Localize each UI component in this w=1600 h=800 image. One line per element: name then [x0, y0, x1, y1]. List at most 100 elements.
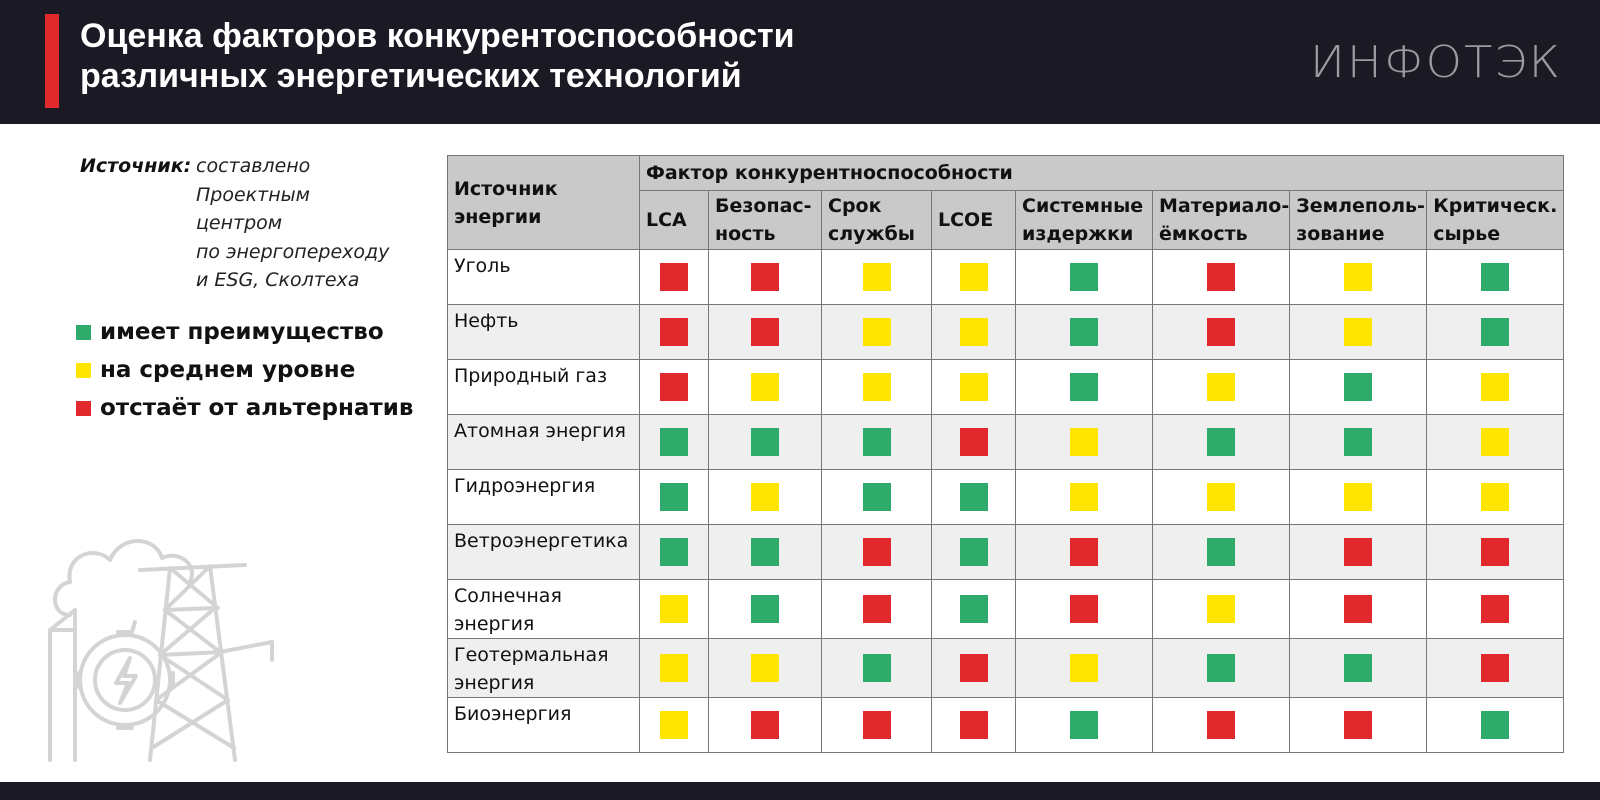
rating-square: [1344, 263, 1373, 291]
source-label: Источник:: [80, 155, 192, 177]
rating-cell: [639, 414, 709, 470]
rating-square: [1207, 373, 1236, 401]
rating-cell: [821, 697, 932, 753]
rating-square: [862, 595, 891, 623]
legend: имеет преимущество на среднем уровне отста…: [76, 313, 413, 427]
table-row: Природный газ: [447, 359, 1565, 415]
rating-square: [1481, 654, 1510, 682]
rating-cell: [708, 524, 822, 580]
rating-square: [1481, 373, 1510, 401]
legend-label: на среднем уровне: [100, 357, 356, 383]
rating-square: [1481, 263, 1510, 291]
pylon: [138, 563, 274, 762]
rating-square: [862, 483, 891, 511]
rating-cell: [1289, 414, 1428, 470]
rating-square: [959, 428, 988, 456]
rating-cell: [1151, 697, 1291, 753]
rating-square: [862, 654, 891, 682]
rating-square: [751, 654, 779, 682]
row-name: Ветроэнергетика: [447, 524, 640, 580]
rating-square: [1070, 318, 1098, 346]
rating-cell: [821, 579, 932, 639]
rating-cell: [708, 697, 822, 753]
table-row: Атомная энергия: [447, 414, 1565, 470]
rating-square: [1207, 428, 1236, 456]
rating-cell: [1015, 697, 1153, 753]
rating-cell: [1426, 469, 1565, 525]
rating-cell: [931, 414, 1016, 470]
rating-square: [862, 428, 891, 456]
rating-cell: [931, 249, 1016, 305]
footer-band: [0, 782, 1600, 800]
table-row: Уголь: [447, 249, 1565, 305]
rating-cell: [1289, 697, 1428, 753]
rating-square: [1344, 318, 1373, 346]
rating-cell: [639, 359, 709, 415]
row-name: Биоэнергия: [447, 697, 640, 753]
row-name: Атомная энергия: [447, 414, 640, 470]
rating-square: [660, 654, 688, 682]
row-name: Солнечная энергия: [447, 579, 640, 639]
header-row: Источник энергии Фактор конкурентноспосо…: [447, 155, 1565, 250]
title: Оценка факторов конкурентоспособности ра…: [80, 17, 795, 95]
rating-square: [1481, 318, 1510, 346]
rating-cell: [1426, 697, 1565, 753]
rating-square: [1070, 373, 1098, 401]
rating-cell: [1015, 524, 1153, 580]
rating-cell: [1151, 524, 1291, 580]
rating-square: [862, 263, 891, 291]
rating-square: [751, 318, 779, 346]
rating-cell: [639, 249, 709, 305]
rating-square: [660, 711, 688, 739]
rating-square: [1207, 318, 1236, 346]
rating-square: [1481, 483, 1510, 511]
rating-cell: [1289, 638, 1428, 698]
rating-cell: [1015, 249, 1153, 305]
rating-square: [1344, 595, 1373, 623]
rating-square: [959, 263, 988, 291]
column-header-row: LCA Безопас- ность Срок службы LCOE Системны…: [448, 190, 1565, 250]
table-row: Солнечная энергия: [447, 579, 1565, 639]
cloud: [53, 539, 194, 617]
rating-cell: [931, 304, 1016, 360]
rating-square: [1344, 428, 1373, 456]
rating-square: [959, 538, 988, 566]
rating-cell: [1426, 414, 1565, 470]
rating-cell: [931, 359, 1016, 415]
rating-cell: [1289, 579, 1428, 639]
rating-square: [862, 318, 891, 346]
rating-cell: [1426, 249, 1565, 305]
rating-cell: [821, 304, 932, 360]
source-text: составлено Проектным центром по энергопе…: [196, 155, 390, 291]
rating-square: [751, 711, 779, 739]
rating-square: [751, 538, 779, 566]
rating-cell: [1289, 249, 1428, 305]
rating-cell: [931, 469, 1016, 525]
rating-square: [751, 483, 779, 511]
row-name: Природный газ: [447, 359, 640, 415]
header-band: [0, 0, 1600, 124]
rating-square: [959, 318, 988, 346]
table-row: Ветроэнергетика: [447, 524, 1565, 580]
column-header: Системные издержки: [1015, 190, 1153, 250]
rating-square: [862, 711, 891, 739]
rating-cell: [639, 469, 709, 525]
rating-square: [1207, 711, 1236, 739]
rating-cell: [821, 469, 932, 525]
rating-cell: [1426, 638, 1565, 698]
rating-cell: [821, 249, 932, 305]
rating-square: [1481, 538, 1510, 566]
rating-square: [1207, 263, 1236, 291]
group-header: Фактор конкурентноспособности: [638, 155, 1565, 191]
rating-square: [1481, 711, 1510, 739]
rating-cell: [1151, 304, 1291, 360]
rating-cell: [1289, 359, 1428, 415]
rating-square: [1070, 263, 1098, 291]
rating-square: [660, 373, 688, 401]
chimney: [48, 608, 77, 762]
rating-cell: [1289, 304, 1428, 360]
rating-square: [1344, 483, 1373, 511]
rating-cell: [1426, 524, 1565, 580]
rating-square: [660, 428, 688, 456]
rating-cell: [639, 579, 709, 639]
